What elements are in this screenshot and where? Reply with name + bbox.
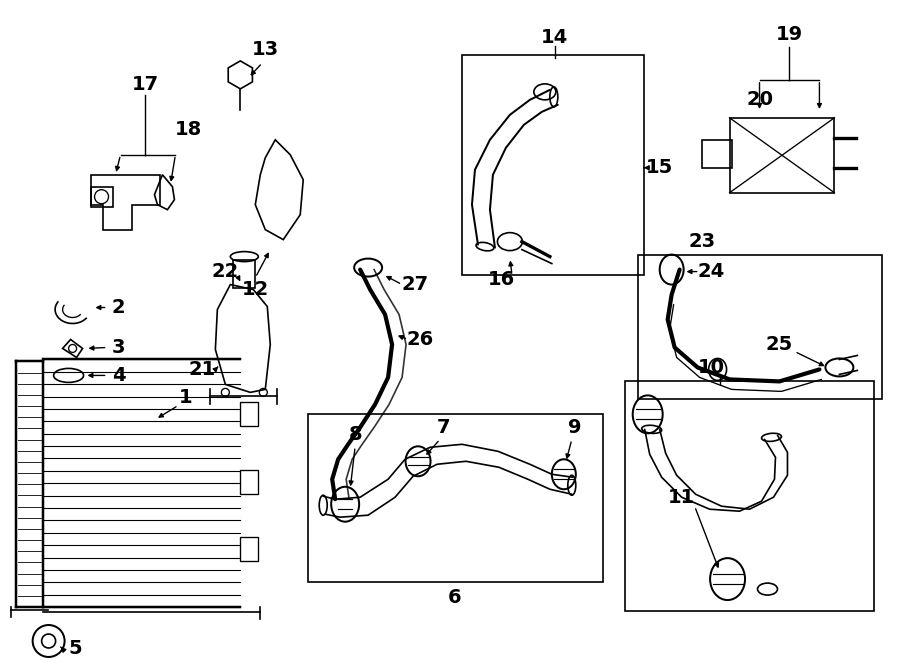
Text: 21: 21: [189, 360, 216, 379]
Bar: [702, 139, 732, 168]
Text: 5: 5: [68, 639, 83, 658]
Text: 17: 17: [132, 75, 159, 95]
Text: 18: 18: [175, 120, 202, 139]
Text: 3: 3: [112, 338, 125, 357]
Text: 6: 6: [448, 588, 462, 607]
Bar: [308, 414, 603, 582]
Bar: [625, 381, 874, 611]
Text: 12: 12: [242, 280, 269, 299]
Text: 13: 13: [252, 40, 279, 59]
Bar: [233, 260, 256, 288]
Text: 19: 19: [776, 25, 803, 44]
Text: 25: 25: [766, 335, 793, 354]
Bar: [638, 254, 882, 399]
Text: 27: 27: [401, 275, 428, 294]
Text: 2: 2: [112, 298, 125, 317]
Bar: [240, 537, 258, 561]
Text: 26: 26: [407, 330, 434, 349]
Text: 16: 16: [489, 270, 516, 289]
Bar: [462, 55, 644, 274]
Text: 9: 9: [568, 418, 581, 437]
Bar: [240, 470, 258, 494]
Bar: [240, 403, 258, 426]
Text: 22: 22: [212, 262, 239, 281]
Text: 7: 7: [436, 418, 450, 437]
Text: 1: 1: [178, 388, 193, 407]
Text: 10: 10: [698, 358, 725, 377]
Text: 14: 14: [541, 28, 569, 48]
Text: 11: 11: [668, 488, 696, 507]
Text: 23: 23: [688, 232, 716, 251]
Text: 15: 15: [646, 158, 673, 177]
Bar: [91, 186, 112, 207]
Text: 8: 8: [348, 425, 362, 444]
Text: 4: 4: [112, 366, 125, 385]
Bar: [730, 118, 834, 193]
Text: 20: 20: [746, 91, 773, 109]
Text: 24: 24: [698, 262, 725, 281]
